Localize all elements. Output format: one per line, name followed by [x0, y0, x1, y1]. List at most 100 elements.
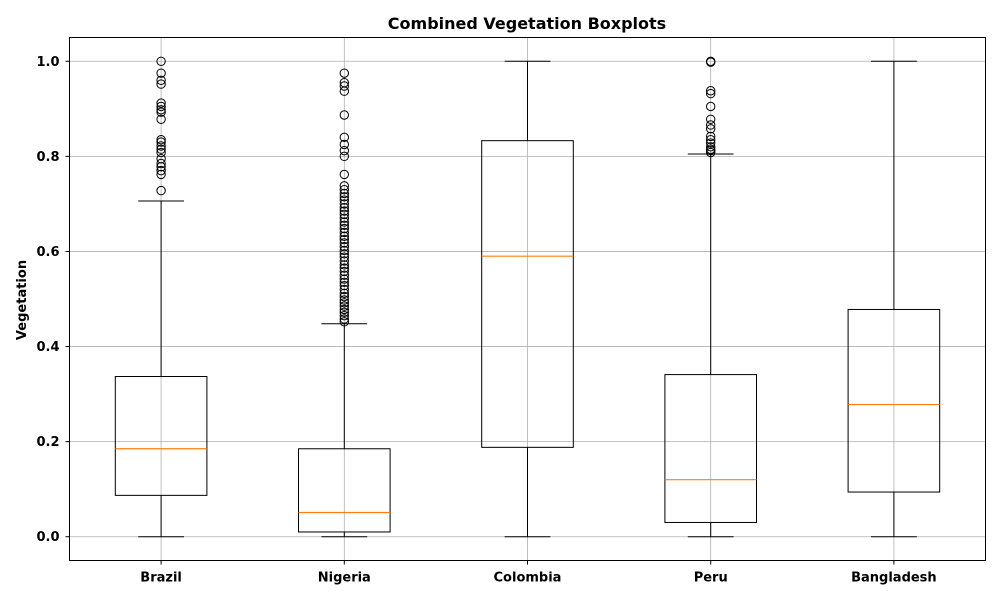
y-tick-label: 0.8 [36, 150, 59, 165]
outlier-point [156, 75, 166, 85]
outlier-point [339, 169, 349, 180]
outlier-point [706, 86, 716, 96]
outlier-point [339, 77, 349, 88]
y-tick-label: 0.0 [36, 530, 59, 545]
outlier-point [339, 206, 349, 216]
outlier-point [339, 307, 349, 318]
outlier-point [339, 81, 349, 91]
box-iqr [664, 374, 758, 523]
outlier-point [706, 120, 716, 130]
outlier-point [339, 184, 349, 195]
outlier-point [339, 110, 349, 120]
outlier-point [339, 188, 349, 199]
outlier-point [706, 56, 716, 66]
outlier-point [339, 199, 349, 209]
box-layer [114, 56, 941, 538]
x-tick-label-brazil: Brazil [140, 571, 182, 586]
outlier-point [156, 105, 166, 115]
axis-layer: 0.0 0.2 0.4 0.6 0.8 1.0 Brazil Nigeria Colombia P… [36, 55, 936, 586]
box-iqr [298, 448, 391, 533]
outlier-point [339, 217, 349, 227]
x-tick-label-bangladesh: Bangladesh [851, 571, 937, 586]
outlier-point [706, 144, 716, 154]
outlier-point [156, 98, 166, 108]
box-colombia [481, 60, 574, 538]
outlier-point [156, 137, 166, 147]
outlier-point [156, 79, 166, 89]
outlier-point [339, 310, 349, 321]
outlier-point [339, 295, 349, 305]
y-tick-label: 0.4 [36, 340, 59, 355]
outlier-point [339, 284, 349, 295]
outlier-point [156, 107, 166, 117]
outlier-point [339, 192, 349, 202]
outlier-point [339, 252, 349, 262]
outlier-point [339, 238, 349, 248]
box-peru [664, 56, 758, 538]
outlier-point [339, 288, 349, 298]
outlier-point [156, 154, 166, 164]
outlier-point [339, 242, 349, 252]
outlier-point [339, 249, 349, 259]
x-tick-label-nigeria: Nigeria [318, 571, 371, 586]
outlier-point [339, 227, 349, 238]
y-axis-label: Vegetation [15, 260, 30, 340]
outlier-point [706, 101, 716, 112]
box-iqr [847, 308, 941, 493]
outlier-point [156, 158, 166, 169]
outlier-point [156, 101, 166, 112]
box-iqr [114, 375, 208, 496]
outlier-point [706, 135, 716, 145]
outlier-point [156, 165, 166, 176]
outlier-point [339, 266, 349, 277]
outlier-point [339, 270, 349, 280]
outlier-point [339, 181, 349, 191]
outlier-point [706, 131, 716, 142]
outlier-point [706, 88, 716, 99]
outlier-point [156, 185, 166, 196]
outlier-point [339, 298, 349, 308]
outlier-point [339, 209, 349, 220]
box-iqr [481, 140, 574, 448]
outlier-point [339, 139, 349, 150]
y-tick-label: 1.0 [36, 55, 59, 70]
outlier-point [339, 220, 349, 231]
outlier-point [339, 231, 349, 241]
outlier-point [156, 141, 166, 151]
outlier-point [156, 144, 166, 154]
y-tick-label: 0.2 [36, 435, 59, 450]
box-nigeria [298, 68, 391, 538]
outlier-point [339, 245, 349, 256]
plot-frame [69, 37, 986, 561]
box-bangladesh [847, 60, 941, 538]
x-tick-label-peru: Peru [694, 571, 728, 586]
outlier-point [339, 304, 349, 315]
outlier-point [706, 114, 716, 124]
outlier-point [339, 317, 349, 327]
outlier-point [339, 280, 349, 291]
outlier-point [339, 195, 349, 205]
outlier-point [156, 147, 166, 158]
outlier-point [706, 142, 716, 152]
outlier-point [156, 114, 166, 124]
outlier-point [339, 256, 349, 266]
outlier-point [339, 213, 349, 223]
outlier-point [339, 277, 349, 288]
outlier-point [706, 124, 716, 134]
outlier-point [339, 151, 349, 162]
outlier-point [339, 314, 349, 324]
outlier-point [339, 203, 349, 213]
box-brazil [114, 56, 208, 538]
outlier-point [339, 234, 349, 245]
outlier-point [156, 169, 166, 180]
outlier-point [339, 301, 349, 311]
outlier-point [339, 145, 349, 156]
outlier-point [339, 223, 349, 234]
chart-title: Combined Vegetation Boxplots [388, 14, 666, 33]
outlier-point [339, 68, 349, 78]
outlier-point [339, 132, 349, 143]
outlier-point [339, 263, 349, 273]
outlier-point [339, 291, 349, 302]
outlier-point [339, 260, 349, 270]
